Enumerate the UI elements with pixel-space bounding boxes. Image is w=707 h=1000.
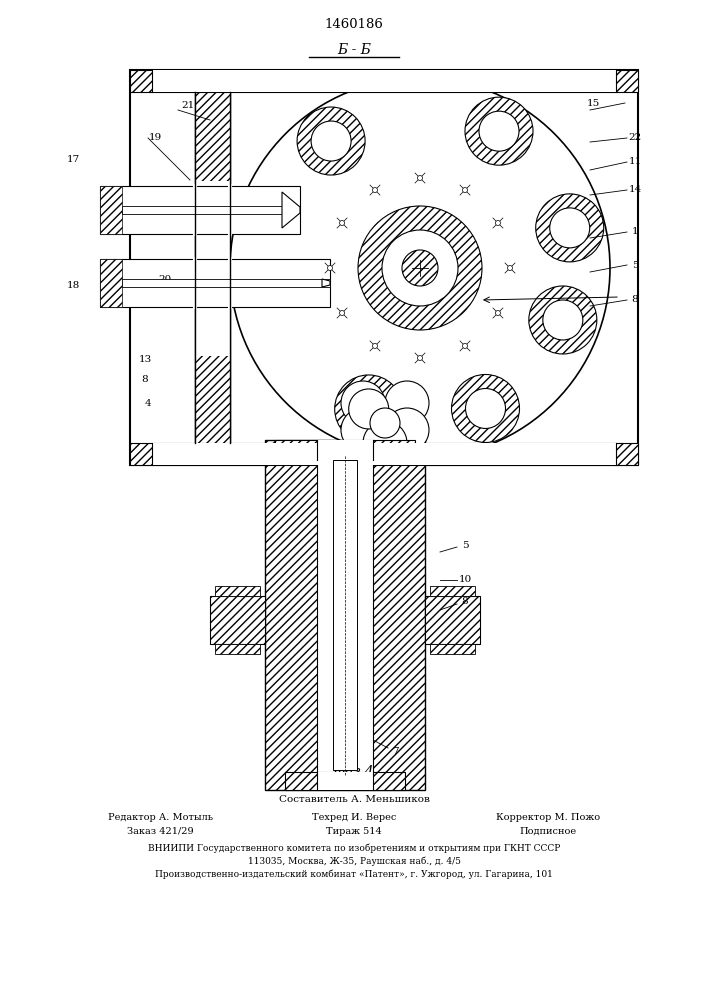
Text: 8: 8 bbox=[631, 296, 638, 304]
Bar bbox=[265, 440, 425, 790]
Circle shape bbox=[370, 408, 400, 438]
Text: 7: 7 bbox=[392, 748, 398, 756]
Circle shape bbox=[382, 230, 458, 306]
Text: 1460186: 1460186 bbox=[325, 17, 383, 30]
Circle shape bbox=[496, 310, 501, 316]
Wedge shape bbox=[230, 203, 274, 390]
Circle shape bbox=[363, 421, 407, 465]
Text: Редактор А. Мотыль: Редактор А. Мотыль bbox=[107, 812, 213, 822]
Circle shape bbox=[339, 221, 344, 226]
Circle shape bbox=[402, 250, 438, 286]
Bar bbox=[100, 259, 122, 307]
Text: 14: 14 bbox=[629, 186, 642, 194]
Circle shape bbox=[543, 300, 583, 340]
Bar bbox=[317, 455, 373, 775]
Bar bbox=[210, 596, 265, 644]
Text: 19: 19 bbox=[148, 133, 162, 142]
Text: 13: 13 bbox=[139, 356, 151, 364]
Bar bbox=[195, 181, 230, 356]
Text: 1: 1 bbox=[631, 228, 638, 236]
Text: 18: 18 bbox=[66, 280, 80, 290]
Bar bbox=[285, 772, 405, 790]
Circle shape bbox=[496, 221, 501, 226]
Circle shape bbox=[311, 121, 351, 161]
Text: 5: 5 bbox=[462, 540, 468, 550]
Text: Составитель А. Меньшиков: Составитель А. Меньшиков bbox=[279, 796, 429, 804]
Circle shape bbox=[334, 375, 403, 443]
Bar bbox=[430, 586, 475, 596]
Circle shape bbox=[418, 356, 423, 360]
Circle shape bbox=[508, 265, 513, 270]
Text: 10: 10 bbox=[458, 576, 472, 584]
Text: 8: 8 bbox=[462, 597, 468, 606]
Polygon shape bbox=[322, 279, 330, 287]
Text: 21: 21 bbox=[182, 101, 194, 109]
Bar bbox=[425, 596, 480, 644]
Bar bbox=[122, 279, 330, 287]
Bar bbox=[130, 70, 638, 92]
Text: 113035, Москва, Ж-35, Раушская наб., д. 4/5: 113035, Москва, Ж-35, Раушская наб., д. … bbox=[247, 856, 460, 866]
Text: 22: 22 bbox=[629, 133, 642, 142]
Text: Б - Б: Б - Б bbox=[337, 43, 371, 57]
Circle shape bbox=[341, 381, 385, 425]
Circle shape bbox=[373, 343, 378, 348]
Bar bbox=[100, 186, 300, 234]
Circle shape bbox=[465, 97, 533, 165]
Circle shape bbox=[465, 388, 506, 428]
Polygon shape bbox=[282, 192, 300, 228]
Bar bbox=[195, 92, 230, 443]
Circle shape bbox=[373, 188, 378, 193]
Bar bbox=[100, 259, 330, 307]
Circle shape bbox=[479, 111, 519, 151]
Bar bbox=[100, 186, 122, 234]
Text: 15: 15 bbox=[586, 99, 600, 107]
Circle shape bbox=[339, 310, 344, 316]
Bar bbox=[333, 460, 357, 770]
Text: 8: 8 bbox=[141, 375, 148, 384]
Bar bbox=[317, 772, 373, 790]
Bar bbox=[130, 443, 638, 465]
Bar bbox=[430, 644, 475, 654]
Text: Корректор М. Пожо: Корректор М. Пожо bbox=[496, 812, 600, 822]
Bar bbox=[122, 206, 282, 214]
Bar bbox=[215, 586, 260, 596]
Circle shape bbox=[341, 408, 385, 452]
Circle shape bbox=[418, 176, 423, 180]
Circle shape bbox=[230, 78, 610, 458]
Text: Фиг.4: Фиг.4 bbox=[334, 765, 374, 779]
Text: 5: 5 bbox=[631, 260, 638, 269]
Text: Производственно-издательский комбинат «Патент», г. Ужгород, ул. Гагарина, 101: Производственно-издательский комбинат «П… bbox=[155, 869, 553, 879]
Circle shape bbox=[452, 374, 520, 442]
Circle shape bbox=[462, 343, 467, 348]
Bar bbox=[317, 440, 373, 460]
Text: 4: 4 bbox=[145, 398, 151, 408]
Bar bbox=[152, 443, 616, 465]
Text: Подписное: Подписное bbox=[520, 826, 577, 836]
Circle shape bbox=[327, 265, 332, 270]
Circle shape bbox=[536, 194, 604, 262]
Text: 11: 11 bbox=[629, 157, 642, 166]
Circle shape bbox=[385, 381, 429, 425]
Circle shape bbox=[358, 206, 482, 330]
Circle shape bbox=[349, 389, 389, 429]
Circle shape bbox=[550, 208, 590, 248]
Circle shape bbox=[462, 188, 467, 193]
Text: 17: 17 bbox=[66, 155, 80, 164]
Bar bbox=[215, 644, 260, 654]
Text: Фиг.3: Фиг.3 bbox=[334, 473, 374, 487]
Text: Тираж 514: Тираж 514 bbox=[326, 826, 382, 836]
Bar bbox=[275, 440, 415, 460]
Text: Заказ 421/29: Заказ 421/29 bbox=[127, 826, 193, 836]
Circle shape bbox=[385, 408, 429, 452]
Bar bbox=[130, 70, 638, 465]
Text: В - В: В - В bbox=[337, 496, 371, 510]
Circle shape bbox=[297, 107, 365, 175]
Text: 20: 20 bbox=[158, 275, 172, 284]
Text: ВНИИПИ Государственного комитета по изобретениям и открытиям при ГКНТ СССР: ВНИИПИ Государственного комитета по изоб… bbox=[148, 843, 560, 853]
Circle shape bbox=[529, 286, 597, 354]
Text: Техред И. Верес: Техред И. Верес bbox=[312, 812, 396, 822]
Bar bbox=[152, 70, 616, 92]
